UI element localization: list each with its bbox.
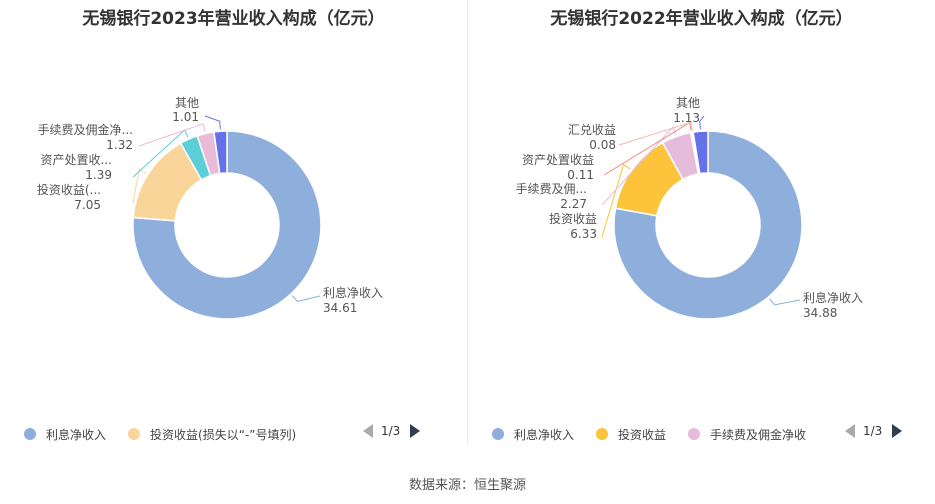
donut-slice[interactable] <box>613 130 803 320</box>
legend-label: 投资收益(损失以“-”号填列) <box>150 427 297 442</box>
legend-prev-arrow-icon[interactable] <box>363 424 373 438</box>
legend-pager-2022: 1/3 <box>845 424 903 438</box>
chart-title-2023: 无锡银行2023年营业收入构成（亿元） <box>82 9 385 29</box>
slice-label: 资产处置收... <box>41 153 112 167</box>
leader-line <box>138 123 206 147</box>
leader-line <box>769 298 801 306</box>
data-source-note: 数据来源：恒生聚源 <box>408 478 526 493</box>
legend-label: 手续费及佣金净收 <box>710 427 807 442</box>
legend-2022: 利息净收入 投资收益 手续费及佣金净收 <box>492 424 828 444</box>
slice-label: 投资收益(... <box>37 182 101 197</box>
slice-value-label: 0.11 <box>567 168 594 182</box>
slice-value-label: 6.33 <box>570 227 597 241</box>
legend-label: 利息净收入 <box>514 427 575 442</box>
panel-divider <box>467 0 468 445</box>
donut-slice[interactable] <box>692 130 709 175</box>
chart-title-2022: 无锡银行2022年营业收入构成（亿元） <box>550 9 853 29</box>
slice-label: 其他 <box>175 96 199 110</box>
legend-item[interactable]: 投资收益(损失以“-”号填列) <box>128 426 296 443</box>
slice-label: 利息净收入 <box>323 285 383 300</box>
slice-value-label: 2.27 <box>560 197 587 211</box>
slice-value-label: 7.05 <box>74 198 101 212</box>
donut-slice[interactable] <box>132 130 322 320</box>
leader-line <box>291 295 321 302</box>
legend-dot-icon <box>24 428 36 440</box>
chart-panel-2022: 无锡银行2022年营业收入构成（亿元） 利息净收入 34.88 投资收益 6.33 手续… <box>468 0 935 455</box>
legend-dot-icon <box>688 428 701 440</box>
leader-line <box>618 121 693 146</box>
slice-value-label: 1.13 <box>673 111 700 125</box>
legend-label: 利息净收入 <box>46 427 107 442</box>
slice-label: 其他 <box>676 96 700 110</box>
legend-next-arrow-icon[interactable] <box>892 424 903 438</box>
legend-dot-icon <box>128 428 141 440</box>
legend-item[interactable]: 投资收益 <box>596 426 666 443</box>
legend-item[interactable]: 利息净收入 <box>492 426 574 443</box>
slice-label: 手续费及佣... <box>516 182 587 196</box>
donut-slice[interactable] <box>213 130 228 175</box>
leader-line <box>204 115 221 130</box>
legend-pager-2023: 1/3 <box>363 424 421 438</box>
slice-value-label: 1.01 <box>172 110 199 124</box>
legend-2023: 利息净收入 投资收益(损失以“-”号填列) <box>24 424 318 444</box>
slice-value-label: 1.32 <box>106 138 133 152</box>
leader-line <box>601 163 631 238</box>
slice-value-label: 1.39 <box>85 168 112 182</box>
leader-line <box>132 168 147 204</box>
slice-label: 手续费及佣金净... <box>38 122 133 137</box>
legend-item[interactable]: 手续费及佣金净收 <box>688 426 806 443</box>
legend-item[interactable]: 利息净收入 <box>24 426 106 443</box>
legend-label: 投资收益 <box>618 427 667 442</box>
legend-dot-icon <box>596 428 609 440</box>
slice-value-label: 0.08 <box>589 138 616 152</box>
legend-prev-arrow-icon[interactable] <box>845 424 855 438</box>
slice-value-label: 34.61 <box>323 301 357 315</box>
chart-panel-2023: 无锡银行2023年营业收入构成（亿元） 利息净收入 34.61 投资收益(... 7.… <box>0 0 467 455</box>
slice-label: 资产处置收益 <box>522 153 594 167</box>
legend-dot-icon <box>492 428 504 440</box>
leader-line <box>699 115 705 130</box>
slice-label: 汇兑收益 <box>568 123 616 137</box>
slice-label: 投资收益 <box>549 211 597 226</box>
legend-page-indicator: 1/3 <box>381 424 401 438</box>
legend-page-indicator: 1/3 <box>863 424 883 438</box>
slice-value-label: 34.88 <box>803 306 837 320</box>
slice-label: 利息净收入 <box>803 290 863 305</box>
legend-next-arrow-icon[interactable] <box>410 424 421 438</box>
